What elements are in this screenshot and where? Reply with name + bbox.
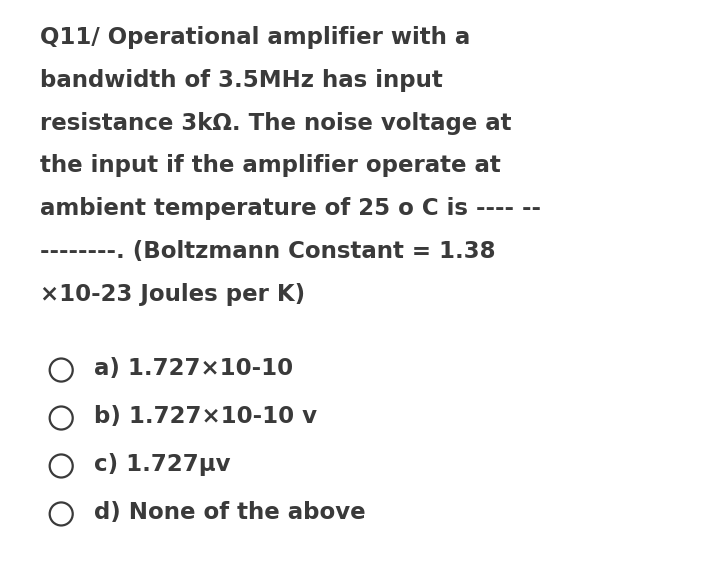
Text: a) 1.727×10-10: a) 1.727×10-10 (94, 357, 293, 380)
Text: bandwidth of 3.5MHz has input: bandwidth of 3.5MHz has input (40, 69, 442, 92)
Text: Q11/ Operational amplifier with a: Q11/ Operational amplifier with a (40, 26, 470, 49)
Text: the input if the amplifier operate at: the input if the amplifier operate at (40, 154, 500, 177)
Text: b) 1.727×10-10 v: b) 1.727×10-10 v (94, 405, 317, 428)
Text: ×10-23 Joules per K): ×10-23 Joules per K) (40, 283, 305, 305)
Text: d) None of the above: d) None of the above (94, 501, 365, 524)
Text: resistance 3kΩ. The noise voltage at: resistance 3kΩ. The noise voltage at (40, 112, 511, 135)
Text: c) 1.727μv: c) 1.727μv (94, 453, 230, 476)
Text: --------. (Boltzmann Constant = 1.38: --------. (Boltzmann Constant = 1.38 (40, 240, 495, 263)
Text: ambient temperature of 25 o C is ---- --: ambient temperature of 25 o C is ---- -- (40, 197, 541, 220)
